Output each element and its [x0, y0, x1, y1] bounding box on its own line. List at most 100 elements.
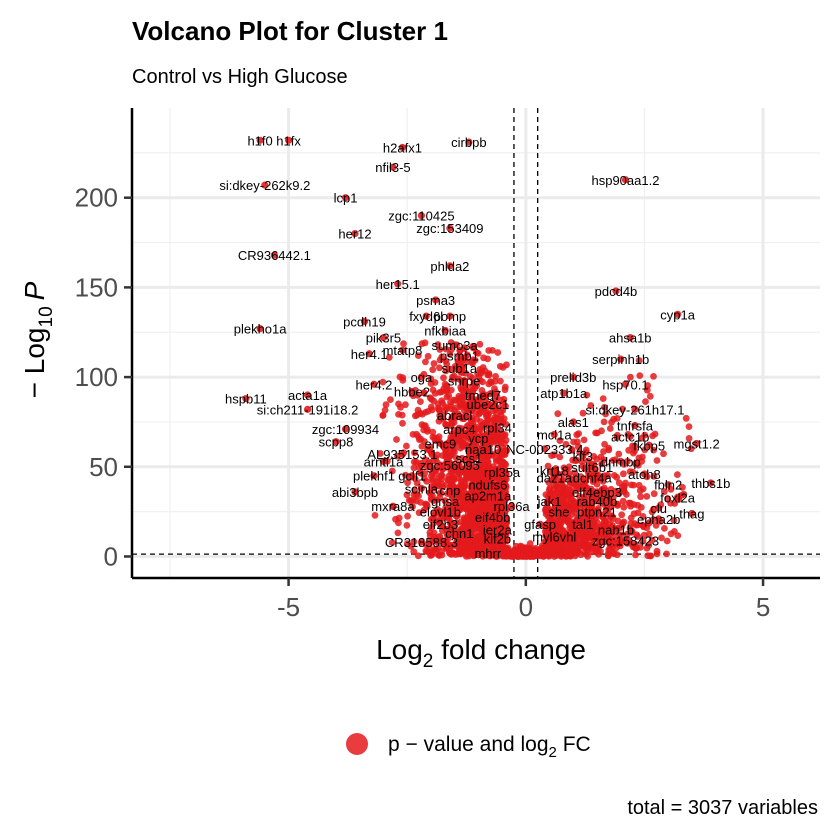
data-point [382, 401, 390, 409]
data-point [610, 472, 618, 479]
data-point [613, 551, 621, 559]
gene-label: CR318588.3 [385, 535, 458, 550]
gene-label: hsp90aa1.2 [591, 173, 659, 188]
gene-label: thag [679, 506, 704, 521]
data-point [606, 425, 614, 432]
y-axis-title: − Log10P [19, 281, 57, 398]
data-point [653, 457, 661, 464]
data-point [513, 549, 521, 557]
data-point [440, 374, 447, 382]
gene-label: her12 [338, 227, 371, 242]
x-tick-label: 5 [756, 592, 770, 622]
data-point [620, 470, 627, 478]
data-point [496, 362, 504, 370]
data-point [485, 371, 493, 379]
data-point [646, 552, 654, 560]
data-point [550, 451, 558, 459]
data-point [431, 379, 439, 386]
data-point [463, 550, 470, 558]
gene-label: h1fx [276, 133, 301, 148]
y-tick-label: 100 [75, 362, 118, 392]
data-point [646, 392, 654, 400]
gene-label: her4.1 [351, 347, 388, 362]
data-point [600, 418, 608, 426]
data-point [630, 501, 638, 508]
data-point [581, 543, 588, 551]
gene-label: abi3bpb [332, 485, 378, 500]
legend-key [346, 733, 368, 755]
gene-label: dchf4a [573, 471, 613, 486]
gene-label: abracl [437, 408, 473, 423]
data-point [442, 345, 450, 353]
data-point [619, 497, 627, 505]
data-point [424, 352, 432, 360]
data-point [519, 552, 526, 560]
gene-label: pomp [434, 309, 467, 324]
data-point [398, 411, 406, 419]
gene-label: lcp1 [334, 191, 358, 206]
gene-label: acta1a [288, 388, 328, 403]
data-point [438, 475, 445, 483]
data-point [387, 396, 394, 403]
caption: total = 3037 variables [627, 797, 818, 819]
data-point [620, 503, 628, 511]
data-point [618, 511, 626, 519]
gene-label: phlda2 [430, 259, 469, 274]
data-point [637, 493, 644, 501]
gene-label: atp1b1a [540, 386, 588, 401]
data-point [414, 552, 422, 560]
data-point [584, 552, 592, 560]
gene-label: plekhf1 [353, 469, 395, 484]
data-point [635, 357, 643, 364]
data-point [556, 437, 564, 444]
data-point [412, 458, 420, 466]
data-point [395, 519, 402, 527]
data-point [433, 451, 441, 459]
gene-label: snrpe [448, 374, 481, 389]
gene-label: daz1a [537, 471, 573, 486]
y-tick-label: 150 [75, 272, 118, 302]
data-point [497, 377, 504, 385]
legend-label: p − value and log2 FC [388, 733, 591, 761]
data-point [438, 397, 446, 405]
gene-label: cyp1a [660, 307, 695, 322]
data-point [489, 347, 496, 354]
x-tick-label: 0 [519, 592, 533, 622]
data-point [385, 354, 393, 361]
data-point [632, 551, 639, 559]
data-point [412, 412, 419, 420]
data-point [485, 380, 493, 388]
gene-label: hbbe2 [394, 384, 430, 399]
data-point [379, 412, 387, 419]
gene-label: fkbp5 [633, 438, 665, 453]
data-point [627, 373, 634, 381]
data-point [403, 522, 411, 529]
gene-label: zgc:56095 [420, 458, 480, 473]
gene-label: scpp8 [319, 435, 354, 450]
gene-label: cirbpb [451, 135, 486, 150]
data-point [627, 481, 635, 489]
x-axis-title-subscript: 2 [423, 651, 434, 672]
data-point [422, 358, 429, 366]
data-point [476, 340, 484, 348]
data-point [650, 373, 657, 380]
data-point [658, 534, 665, 542]
data-point [642, 398, 649, 405]
data-point [428, 395, 435, 403]
gene-label: mgst1.2 [674, 436, 720, 451]
data-point [417, 398, 424, 405]
gene-label: mxra8a [371, 499, 415, 514]
background-points [371, 339, 695, 560]
gene-label: nfkbiaa [424, 323, 467, 338]
gene-label: plekho1a [234, 322, 288, 337]
data-point [492, 373, 499, 380]
x-tick-label: -5 [277, 592, 300, 622]
gene-label: zgc:153409 [416, 221, 483, 236]
data-point [637, 504, 645, 511]
gene-label: nfil3-5 [375, 160, 410, 175]
data-point [429, 386, 437, 394]
data-point [445, 472, 453, 480]
gene-label: h2afx1 [383, 140, 422, 155]
data-point [503, 361, 510, 369]
